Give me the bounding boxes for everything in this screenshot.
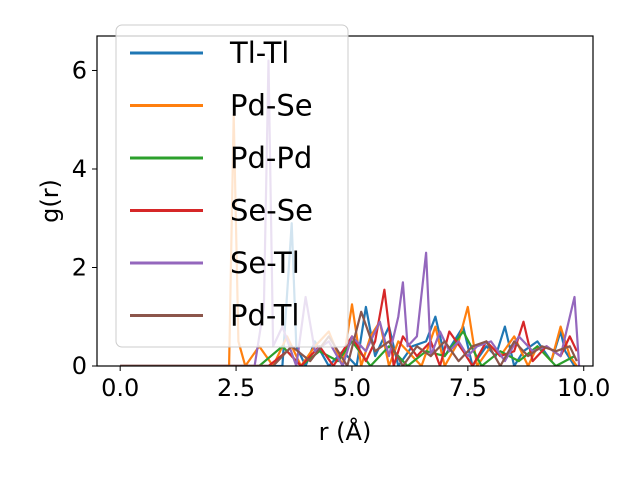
legend-label-pd-tl: Pd-Tl xyxy=(230,299,299,333)
y-tick-label: 6 xyxy=(72,56,87,84)
y-tick-label: 4 xyxy=(72,155,87,183)
y-tick-label: 0 xyxy=(72,352,87,380)
series-line-pd-se xyxy=(120,113,578,366)
legend-label-se-tl: Se-Tl xyxy=(230,246,300,280)
legend: Tl-Tl Pd-Se Pd-Pd Se-Se Se-Tl Pd-Tl xyxy=(115,24,349,348)
x-tick-label: 7.5 xyxy=(449,374,487,402)
legend-label-tl-tl: Tl-Tl xyxy=(229,36,289,70)
x-tick-label: 2.5 xyxy=(217,374,255,402)
legend-label-se-se: Se-Se xyxy=(230,194,313,228)
x-axis-label: r (Å) xyxy=(319,417,372,446)
x-axis: 0.0 2.5 5.0 7.5 10.0 xyxy=(101,366,610,402)
legend-label-pd-se: Pd-Se xyxy=(230,89,313,123)
x-tick-label: 5.0 xyxy=(333,374,371,402)
legend-label-pd-pd: Pd-Pd xyxy=(230,141,312,175)
series-line-se-tl xyxy=(120,59,581,366)
y-axis: 0 2 4 6 xyxy=(72,56,97,380)
series-line-pd-pd xyxy=(120,330,576,366)
x-tick-label: 10.0 xyxy=(557,374,610,402)
y-tick-label: 2 xyxy=(72,253,87,281)
y-axis-label: g(r) xyxy=(36,179,64,223)
x-tick-label: 0.0 xyxy=(101,374,139,402)
